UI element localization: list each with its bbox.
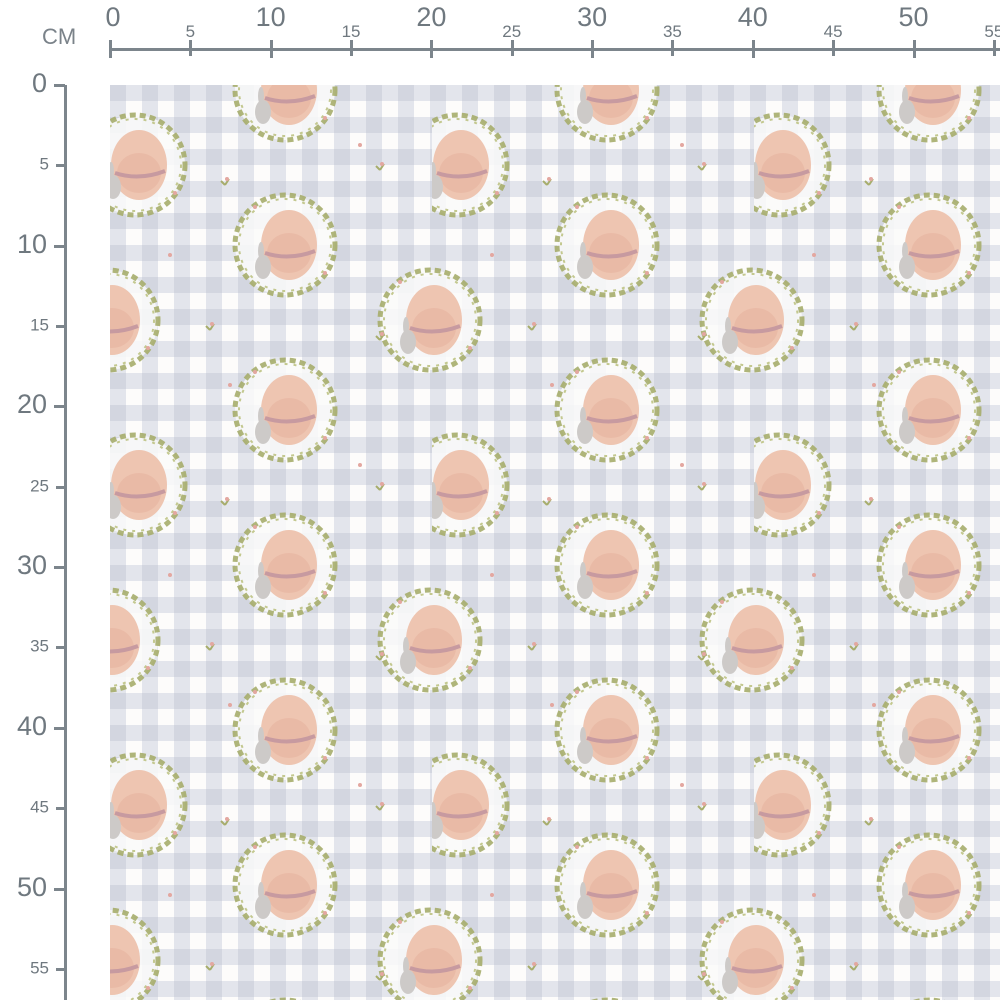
left-ruler-tick [56,325,65,329]
left-ruler-label: 5 [39,154,49,174]
top-ruler-label: 50 [898,2,929,32]
left-ruler-tick [56,164,65,168]
top-ruler-label: 5 [185,22,196,41]
top-ruler-label: 15 [341,22,361,41]
top-ruler-tick [430,40,434,58]
top-ruler-tick [350,40,354,56]
left-ruler-tick [56,485,65,489]
top-ruler-tick [189,40,193,56]
left-ruler-label: 15 [30,315,49,335]
left-ruler-label: 10 [16,228,47,259]
top-ruler-label: 25 [502,22,522,41]
top-ruler-label: 35 [662,22,682,41]
top-ruler-tick [510,40,514,56]
left-ruler-tick [56,967,65,971]
left-ruler-tick [54,887,65,891]
left-ruler-tick [54,244,65,248]
top-ruler-label: 20 [416,2,447,32]
top-ruler-tick [751,40,755,58]
top-ruler-label: 55 [984,22,1000,41]
top-ruler-tick [912,40,916,58]
top-ruler-label: 30 [577,2,608,32]
fabric-preview [110,85,1000,1000]
left-ruler-label: 20 [16,389,47,420]
wreath-motifs [110,85,1000,1000]
left-ruler-label: 50 [16,871,47,902]
left-ruler-label: 35 [30,637,49,657]
left-ruler-tick [54,405,65,409]
top-ruler-tick [591,40,595,58]
top-ruler-tick [832,40,836,56]
left-ruler-label: 30 [16,550,47,581]
top-ruler-tick [671,40,675,56]
top-ruler-line [110,48,1000,51]
left-ruler-label: 40 [16,710,47,741]
top-ruler-label: 40 [737,2,768,32]
top-ruler-label: 0 [105,2,121,32]
left-ruler-label: 0 [31,68,47,99]
unit-label: CM [42,24,77,49]
left-ruler-line [64,85,67,1000]
top-ruler-tick [992,40,996,56]
top-ruler-label: 45 [823,22,843,41]
top-ruler-label: 10 [255,2,286,32]
left-ruler-label: 55 [30,958,49,978]
left-ruler-tick [56,807,65,811]
left-ruler-label: 45 [30,797,49,817]
left-ruler-label: 25 [30,476,49,496]
top-ruler-tick [269,40,273,58]
left-ruler-tick [54,566,65,570]
top-ruler-tick [109,40,112,58]
left-ruler-tick [54,84,65,87]
left-ruler-tick [54,726,65,730]
left-ruler-tick [56,646,65,650]
